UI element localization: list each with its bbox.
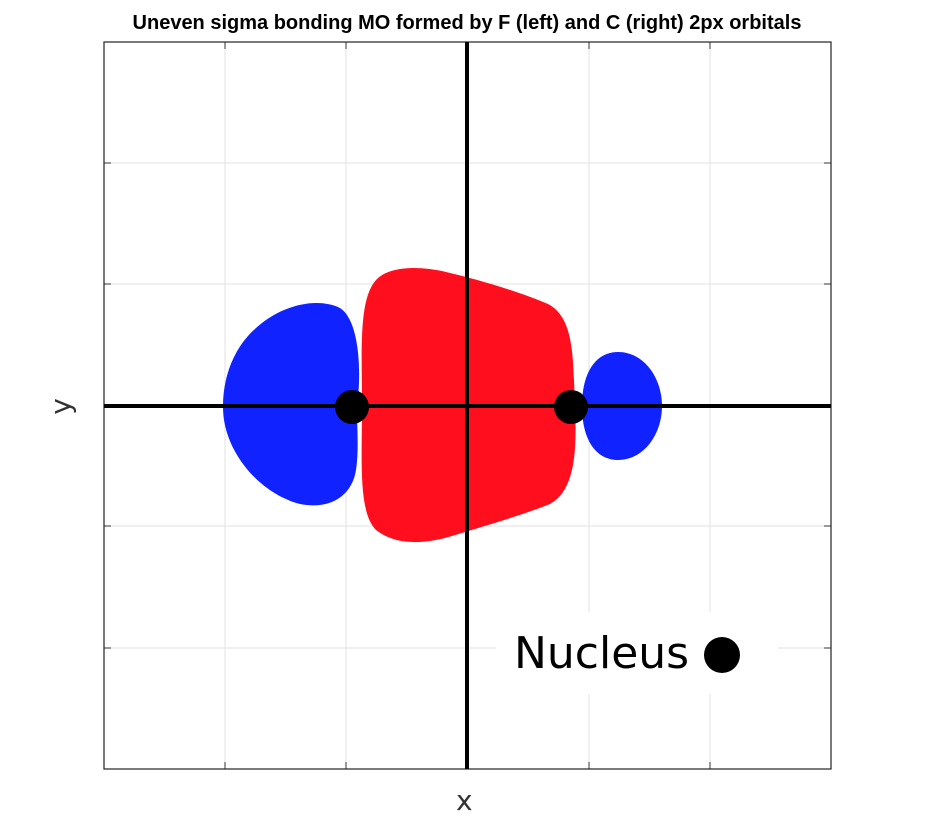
ticks: [104, 42, 831, 769]
diagram-title: Uneven sigma bonding MO formed by F (lef…: [132, 12, 802, 34]
y-axis-label: y: [43, 398, 77, 415]
legend-nucleus-marker: [704, 637, 740, 673]
legend-label: Nucleus: [514, 628, 690, 679]
nucleus-c: [554, 390, 588, 424]
x-axis-label: x: [456, 784, 473, 817]
nucleus-f: [335, 390, 369, 424]
